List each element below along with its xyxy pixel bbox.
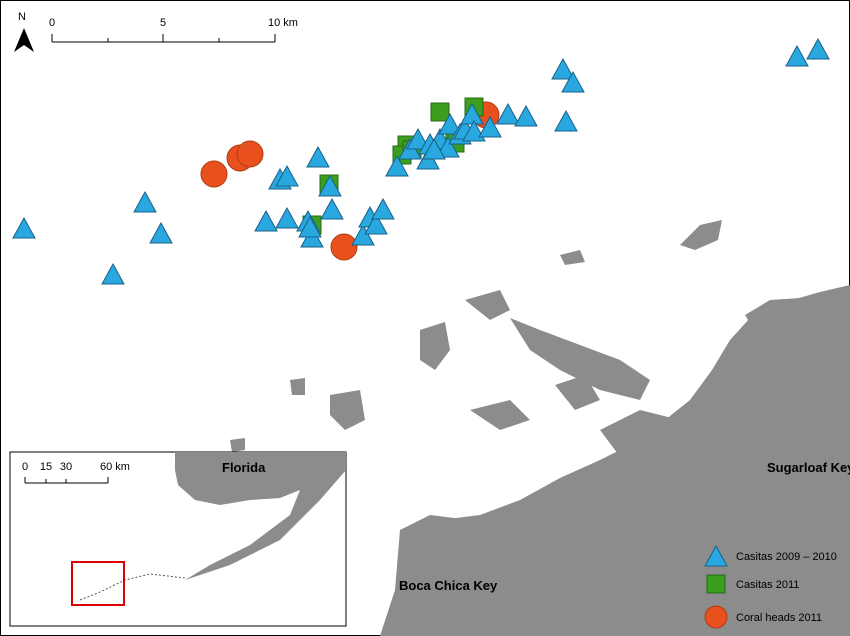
casita-2011 [430,102,450,122]
scale-label: 0 [49,17,55,29]
casita-2009-2010 [351,223,375,246]
casita-2009-2010 [806,37,830,60]
scale-label: 5 [160,17,166,29]
casita-2009-2010 [320,197,344,220]
legend-label: Coral heads 2011 [736,612,822,624]
casita-2009-2010 [561,70,585,93]
place-label: Boca Chica Key [399,578,498,593]
casita-2009-2010 [318,174,342,197]
casita-2009-2010 [385,154,409,177]
north-label: N [18,11,26,23]
place-label: Sugarloaf Key [767,460,850,475]
legend-label: Casitas 2009 – 2010 [736,551,837,563]
casita-2009-2010 [306,145,330,168]
scale-label: 10 km [268,17,298,29]
casita-2009-2010 [133,190,157,213]
casita-2009-2010 [298,215,322,238]
casita-2009-2010 [422,137,446,160]
casita-2009-2010 [364,212,388,235]
inset-map [9,451,347,627]
casita-2009-2010 [514,104,538,127]
coral-head [200,160,228,188]
casita-2009-2010 [254,209,278,232]
scale-bar [51,34,276,43]
casita-2009-2010 [785,44,809,67]
north-arrow: N [14,11,34,52]
inset-scale-label: 0 [22,461,28,473]
legend-label: Casitas 2011 [736,579,799,591]
coral-head [236,140,264,168]
inset-scale-label: 15 [40,461,52,473]
casita-2009-2010 [436,135,460,158]
casita-2009-2010 [12,216,36,239]
casita-2009-2010 [496,102,520,125]
inset-scale-label: 60 km [100,461,130,473]
casita-2009-2010 [554,109,578,132]
inset-scale-label: 30 [60,461,72,473]
casita-2009-2010 [478,115,502,138]
legend [704,544,728,629]
inset-label: Florida [222,460,266,475]
casita-2009-2010 [406,127,430,150]
markers [12,37,830,285]
casita-2009-2010 [551,57,575,80]
casita-2009-2010 [275,164,299,187]
casita-2009-2010 [275,206,299,229]
casita-2009-2010 [101,262,125,285]
coral-head [330,233,358,261]
casita-2009-2010 [371,197,395,220]
land [230,220,850,636]
casita-2009-2010 [438,112,462,135]
casita-2009-2010 [149,221,173,244]
